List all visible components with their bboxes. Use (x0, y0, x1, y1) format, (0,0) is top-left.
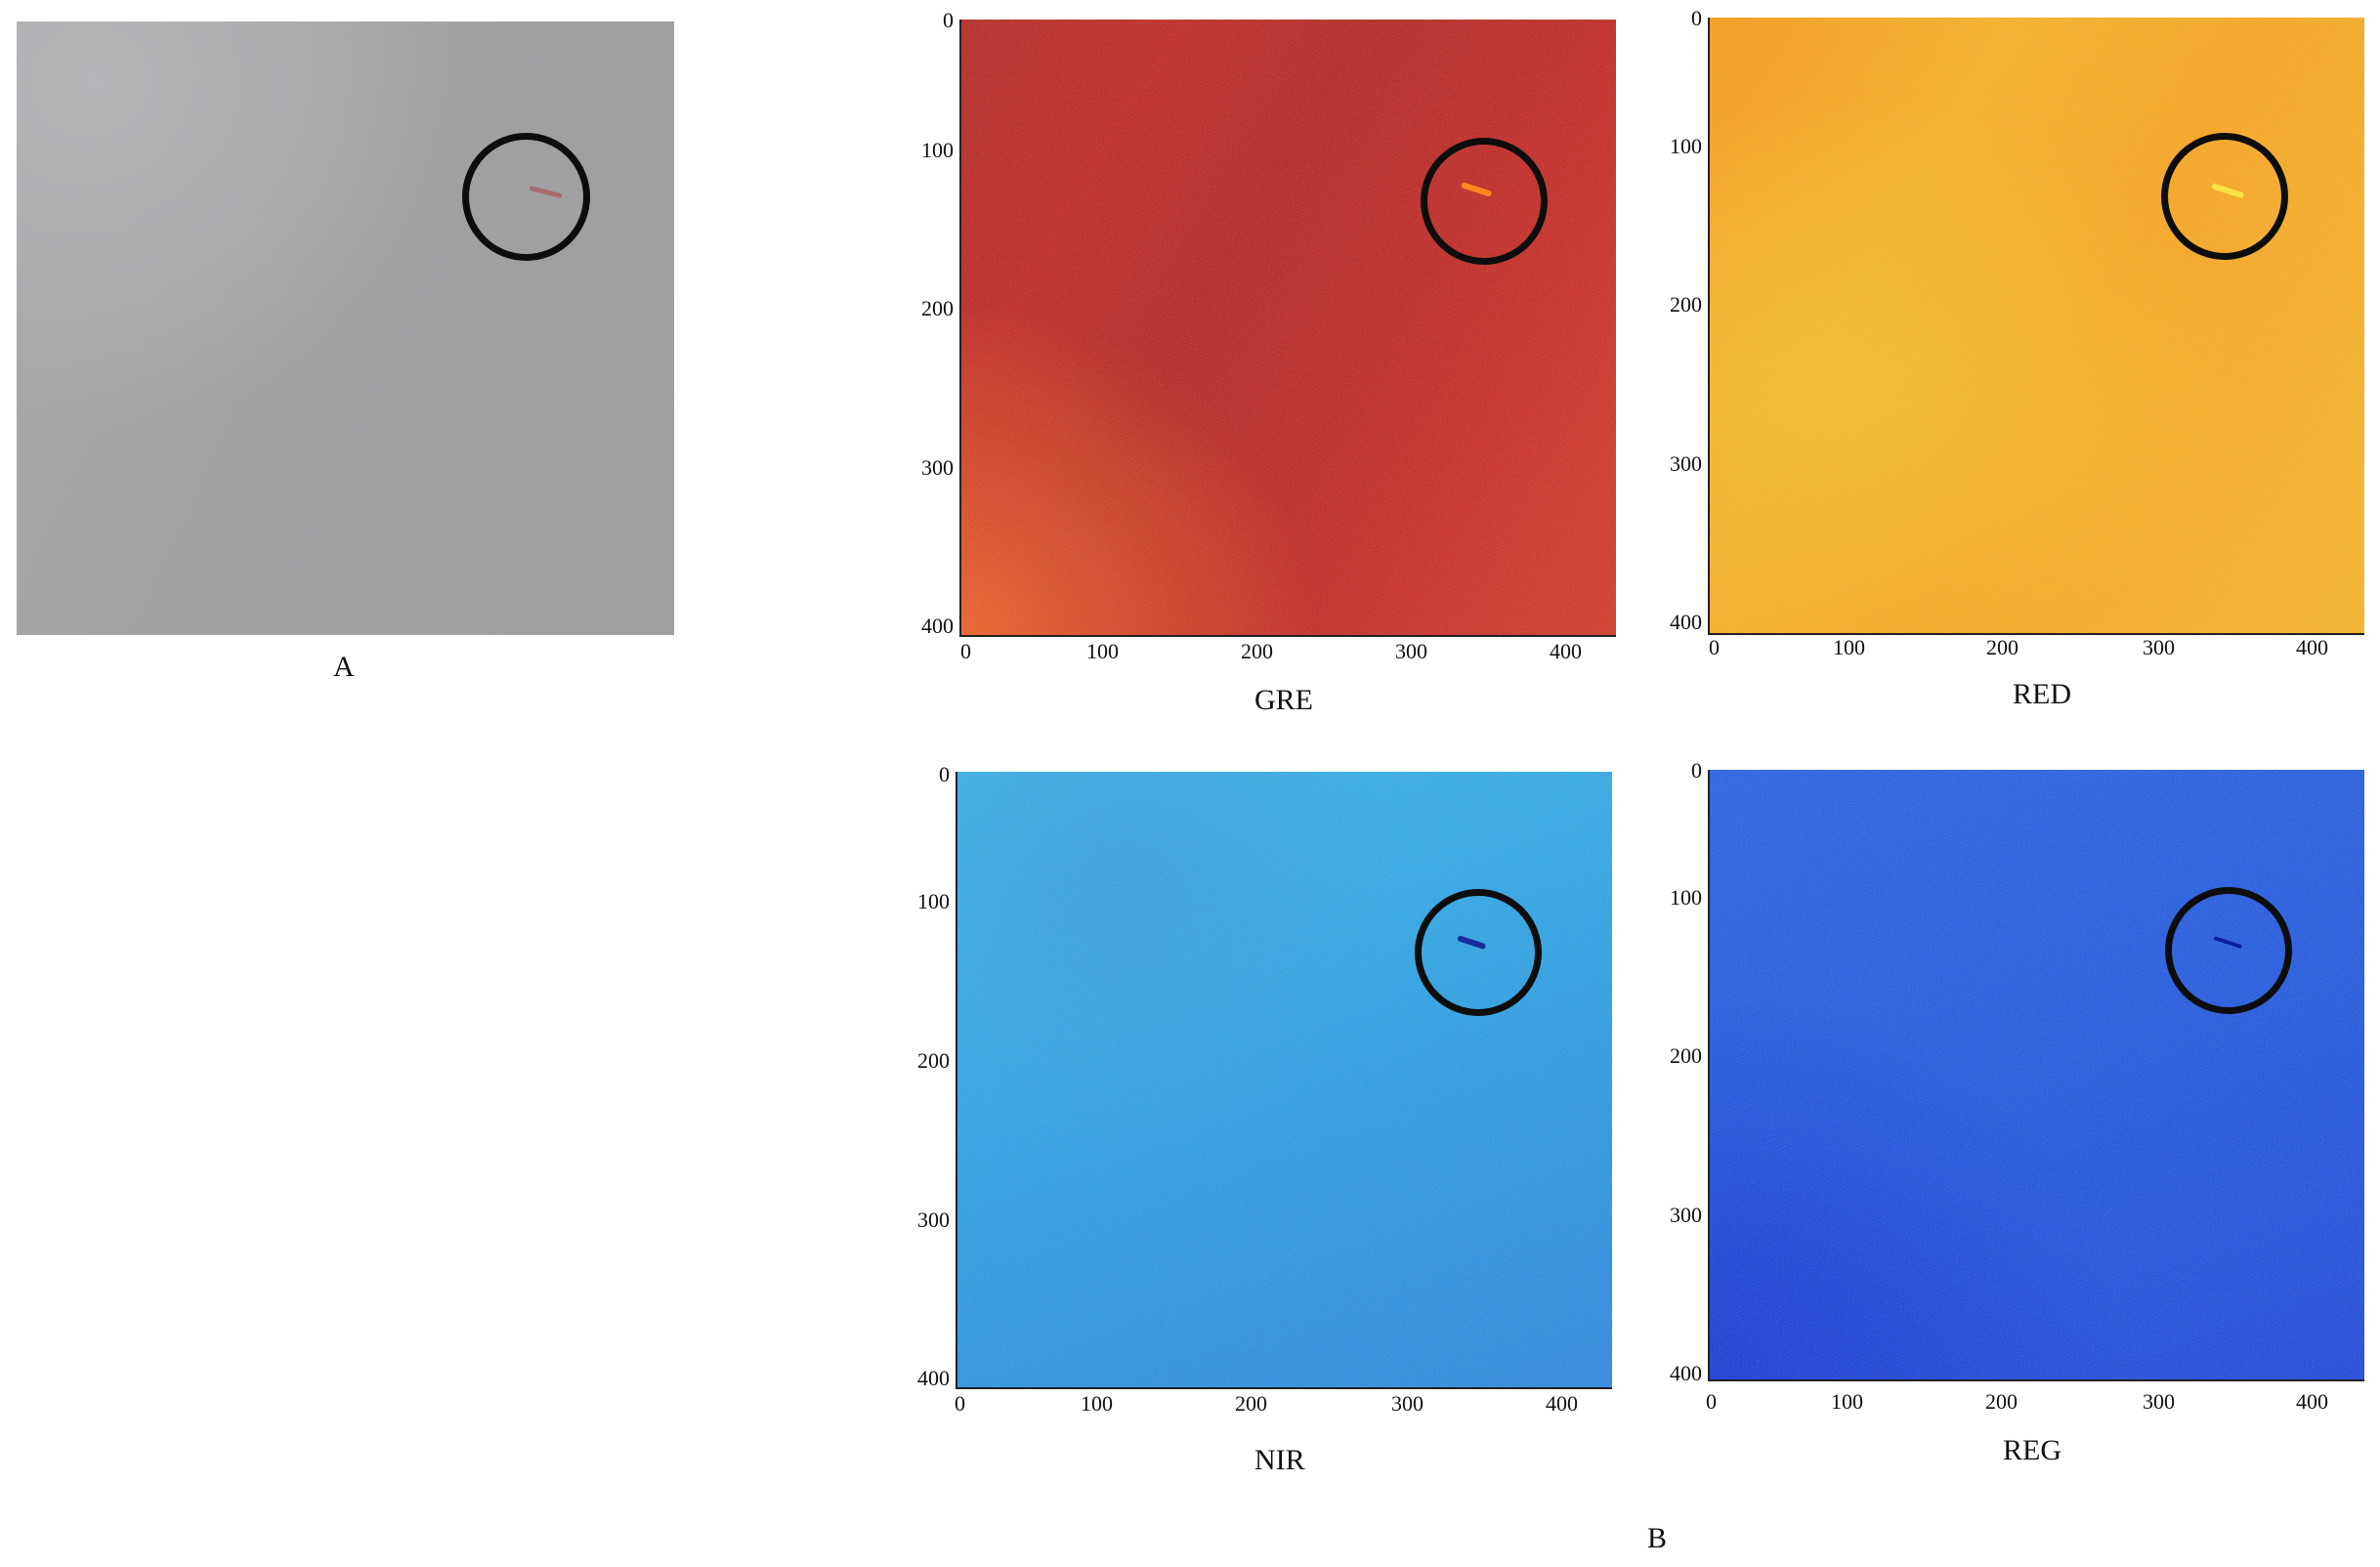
red-y-tick-100: 100 (1670, 134, 1702, 158)
reg-x-tick-200: 200 (1985, 1389, 2018, 1414)
reg-y-tick-400: 400 (1670, 1361, 1702, 1385)
highlight-circle (462, 133, 590, 261)
panel-label-reg: REG (2003, 1434, 2061, 1466)
red-x-axis (1710, 633, 2364, 635)
panel-label-gre: GRE (1254, 684, 1313, 716)
nir-y-tick-300: 300 (917, 1207, 950, 1232)
nir-y-tick-0: 0 (939, 762, 950, 786)
reg-x-tick-100: 100 (1831, 1389, 1863, 1414)
nir-x-tick-200: 200 (1235, 1391, 1267, 1416)
noise-texture (961, 20, 1616, 635)
red-x-tick-200: 200 (1986, 635, 2019, 659)
red-band-image (1710, 18, 2364, 633)
reg-y-tick-200: 200 (1670, 1043, 1702, 1068)
highlight-circle (1415, 889, 1542, 1016)
red-x-tick-0: 0 (1709, 635, 1720, 659)
nir-band-image (957, 772, 1612, 1387)
gre-x-tick-400: 400 (1550, 639, 1582, 663)
red-x-tick-100: 100 (1833, 635, 1865, 659)
nir-x-tick-100: 100 (1081, 1391, 1113, 1416)
nir-y-tick-100: 100 (917, 889, 950, 913)
reg-y-tick-100: 100 (1670, 885, 1702, 910)
reg-y-tick-300: 300 (1670, 1203, 1702, 1227)
nir-y-tick-400: 400 (917, 1366, 950, 1390)
gre-x-tick-100: 100 (1086, 639, 1119, 663)
red-y-tick-300: 300 (1670, 451, 1702, 476)
reg-x-tick-0: 0 (1706, 1389, 1717, 1414)
reg-y-tick-0: 0 (1691, 758, 1702, 783)
red-y-axis (1708, 18, 1710, 635)
gre-y-tick-200: 200 (921, 296, 954, 320)
red-x-tick-400: 400 (2296, 635, 2328, 659)
gre-y-tick-300: 300 (921, 455, 954, 480)
gre-band-image (961, 20, 1616, 635)
nir-x-tick-300: 300 (1391, 1391, 1424, 1416)
gre-x-tick-0: 0 (960, 639, 971, 663)
gre-y-tick-400: 400 (921, 614, 954, 638)
panel-group-label-b: B (1647, 1522, 1668, 1554)
noise-texture (957, 772, 1612, 1387)
gre-x-tick-200: 200 (1241, 639, 1273, 663)
panel-label-nir: NIR (1254, 1444, 1305, 1476)
rgb-photo (17, 21, 674, 635)
nir-x-tick-0: 0 (955, 1391, 965, 1416)
gre-y-tick-0: 0 (943, 8, 954, 32)
gre-x-axis (961, 635, 1616, 637)
gre-y-tick-100: 100 (921, 138, 954, 162)
reg-x-tick-400: 400 (2296, 1389, 2328, 1414)
highlight-circle (1421, 138, 1548, 265)
reg-y-axis (1708, 770, 1710, 1381)
highlight-circle (2165, 887, 2292, 1014)
reg-x-axis (1710, 1379, 2364, 1381)
noise-texture (1710, 18, 2364, 633)
nir-y-axis (956, 772, 957, 1389)
nir-x-axis (957, 1387, 1612, 1389)
nir-y-tick-200: 200 (917, 1048, 950, 1073)
panel-label-a: A (333, 651, 355, 683)
panel-label-red: RED (2013, 678, 2071, 710)
red-y-tick-0: 0 (1691, 6, 1702, 30)
highlight-circle (2161, 133, 2288, 260)
reg-x-tick-300: 300 (2143, 1389, 2175, 1414)
red-y-tick-200: 200 (1670, 292, 1702, 317)
red-x-tick-300: 300 (2143, 635, 2175, 659)
reg-band-image (1710, 770, 2364, 1379)
red-y-tick-400: 400 (1670, 610, 1702, 634)
noise-texture (1710, 770, 2364, 1379)
gre-x-tick-300: 300 (1395, 639, 1427, 663)
gre-y-axis (959, 20, 961, 637)
nir-x-tick-400: 400 (1546, 1391, 1578, 1416)
